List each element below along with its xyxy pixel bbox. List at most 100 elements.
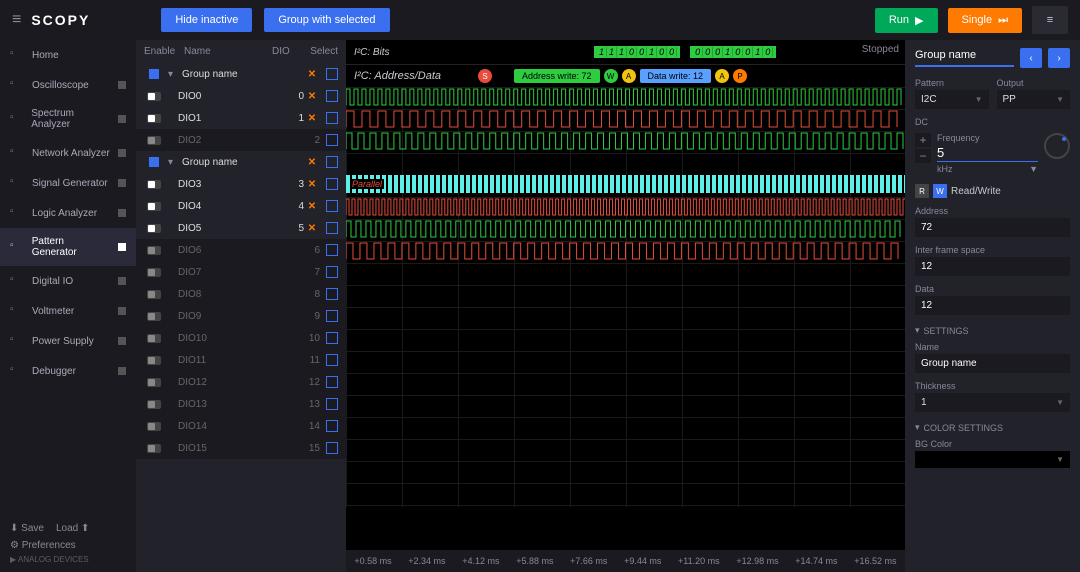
delete-icon[interactable]: ✕ — [304, 113, 320, 124]
thickness-select[interactable]: 1▼ — [915, 393, 1070, 412]
group-color-swatch[interactable] — [149, 69, 159, 79]
load-button[interactable]: Load ⬆ — [56, 523, 89, 534]
sidebar-item-logic[interactable]: ▫Logic Analyzer — [0, 198, 136, 228]
freq-unit-select[interactable]: kHz — [937, 164, 953, 174]
channel-row[interactable]: DIO22 — [136, 129, 346, 151]
channel-row[interactable]: DIO00✕ — [136, 85, 346, 107]
freq-minus-button[interactable]: − — [915, 149, 931, 163]
delete-icon[interactable]: ✕ — [304, 223, 320, 234]
select-checkbox[interactable] — [326, 134, 338, 146]
channel-group-row[interactable]: ▾Group name✕ — [136, 151, 346, 173]
run-button[interactable]: Run▶ — [875, 8, 938, 33]
chevron-down-icon[interactable]: ▾ — [168, 157, 178, 168]
sidebar-item-spec[interactable]: ▫Spectrum Analyzer — [0, 100, 136, 138]
freq-plus-button[interactable]: + — [915, 133, 931, 147]
channel-row[interactable]: DIO1212 — [136, 371, 346, 393]
enable-toggle[interactable] — [147, 246, 161, 255]
enable-toggle[interactable] — [147, 444, 161, 453]
sidebar-item-dio[interactable]: ▫Digital IO — [0, 266, 136, 296]
channel-row[interactable]: DIO1111 — [136, 349, 346, 371]
select-checkbox[interactable] — [326, 376, 338, 388]
color-section[interactable]: ▾COLOR SETTINGS — [915, 422, 1070, 433]
enable-toggle[interactable] — [147, 334, 161, 343]
select-checkbox[interactable] — [326, 222, 338, 234]
data-input[interactable]: 12 — [915, 296, 1070, 315]
delete-icon[interactable]: ✕ — [304, 201, 320, 212]
enable-toggle[interactable] — [147, 136, 161, 145]
delete-icon[interactable]: ✕ — [304, 69, 320, 80]
waveform-canvas[interactable]: Parallel — [346, 87, 905, 507]
channel-row[interactable]: DIO66 — [136, 239, 346, 261]
enable-toggle[interactable] — [147, 378, 161, 387]
select-checkbox[interactable] — [326, 90, 338, 102]
select-checkbox[interactable] — [326, 354, 338, 366]
channel-group-row[interactable]: ▾Group name✕ — [136, 63, 346, 85]
select-checkbox[interactable] — [326, 398, 338, 410]
select-checkbox[interactable] — [326, 200, 338, 212]
channel-row[interactable]: DIO1414 — [136, 415, 346, 437]
sidebar-item-dbg[interactable]: ▫Debugger — [0, 356, 136, 386]
enable-toggle[interactable] — [147, 202, 161, 211]
enable-toggle[interactable] — [147, 312, 161, 321]
delete-icon[interactable]: ✕ — [304, 91, 320, 102]
group-selected-button[interactable]: Group with selected — [264, 8, 389, 32]
enable-toggle[interactable] — [147, 268, 161, 277]
sidebar-item-sig[interactable]: ▫Signal Generator — [0, 168, 136, 198]
select-checkbox[interactable] — [326, 442, 338, 454]
enable-toggle[interactable] — [147, 224, 161, 233]
channel-row[interactable]: DIO1515 — [136, 437, 346, 459]
next-group-button[interactable]: › — [1048, 48, 1070, 68]
select-checkbox[interactable] — [326, 420, 338, 432]
sidebar-item-patt[interactable]: ▫Pattern Generator — [0, 228, 136, 266]
ifs-input[interactable]: 12 — [915, 257, 1070, 276]
freq-input[interactable]: 5 — [937, 145, 1038, 162]
addr-input[interactable]: 72 — [915, 218, 1070, 237]
output-select[interactable]: PP▼ — [997, 90, 1071, 109]
sidebar-item-home[interactable]: ▫Home — [0, 40, 136, 70]
channel-row[interactable]: DIO77 — [136, 261, 346, 283]
select-checkbox[interactable] — [326, 310, 338, 322]
select-checkbox[interactable] — [326, 332, 338, 344]
delete-icon[interactable]: ✕ — [304, 157, 320, 168]
sidebar-item-net[interactable]: ▫Network Analyzer — [0, 138, 136, 168]
pattern-select[interactable]: I2C▼ — [915, 90, 989, 109]
channel-row[interactable]: DIO55✕ — [136, 217, 346, 239]
enable-toggle[interactable] — [147, 290, 161, 299]
channel-row[interactable]: DIO11✕ — [136, 107, 346, 129]
freq-dial[interactable] — [1044, 133, 1070, 159]
sidebar-item-osc[interactable]: ▫Oscilloscope — [0, 70, 136, 100]
save-button[interactable]: ⬇ Save — [10, 523, 44, 534]
channel-row[interactable]: DIO44✕ — [136, 195, 346, 217]
channel-row[interactable]: DIO33✕ — [136, 173, 346, 195]
name-input[interactable]: Group name — [915, 354, 1070, 373]
prev-group-button[interactable]: ‹ — [1020, 48, 1042, 68]
bgcolor-select[interactable]: ▼ — [915, 451, 1070, 468]
delete-icon[interactable]: ✕ — [304, 179, 320, 190]
select-checkbox[interactable] — [326, 288, 338, 300]
channel-row[interactable]: DIO1010 — [136, 327, 346, 349]
enable-toggle[interactable] — [147, 180, 161, 189]
channel-row[interactable]: DIO88 — [136, 283, 346, 305]
enable-toggle[interactable] — [147, 356, 161, 365]
sidebar-item-volt[interactable]: ▫Voltmeter — [0, 296, 136, 326]
select-checkbox[interactable] — [326, 244, 338, 256]
channel-row[interactable]: DIO1313 — [136, 393, 346, 415]
select-checkbox[interactable] — [326, 156, 338, 168]
enable-toggle[interactable] — [147, 400, 161, 409]
select-checkbox[interactable] — [326, 68, 338, 80]
select-checkbox[interactable] — [326, 112, 338, 124]
select-checkbox[interactable] — [326, 178, 338, 190]
group-color-swatch[interactable] — [149, 157, 159, 167]
enable-toggle[interactable] — [147, 114, 161, 123]
single-button[interactable]: Single⏭ — [948, 8, 1022, 33]
enable-toggle[interactable] — [147, 422, 161, 431]
menu-icon[interactable]: ≡ — [12, 11, 21, 29]
hide-inactive-button[interactable]: Hide inactive — [161, 8, 252, 32]
channel-row[interactable]: DIO99 — [136, 305, 346, 327]
sidebar-item-pwr[interactable]: ▫Power Supply — [0, 326, 136, 356]
select-checkbox[interactable] — [326, 266, 338, 278]
settings-section[interactable]: ▾SETTINGS — [915, 325, 1070, 336]
chevron-down-icon[interactable]: ▾ — [168, 69, 178, 80]
enable-toggle[interactable] — [147, 92, 161, 101]
settings-button[interactable]: ≡ — [1032, 6, 1068, 34]
